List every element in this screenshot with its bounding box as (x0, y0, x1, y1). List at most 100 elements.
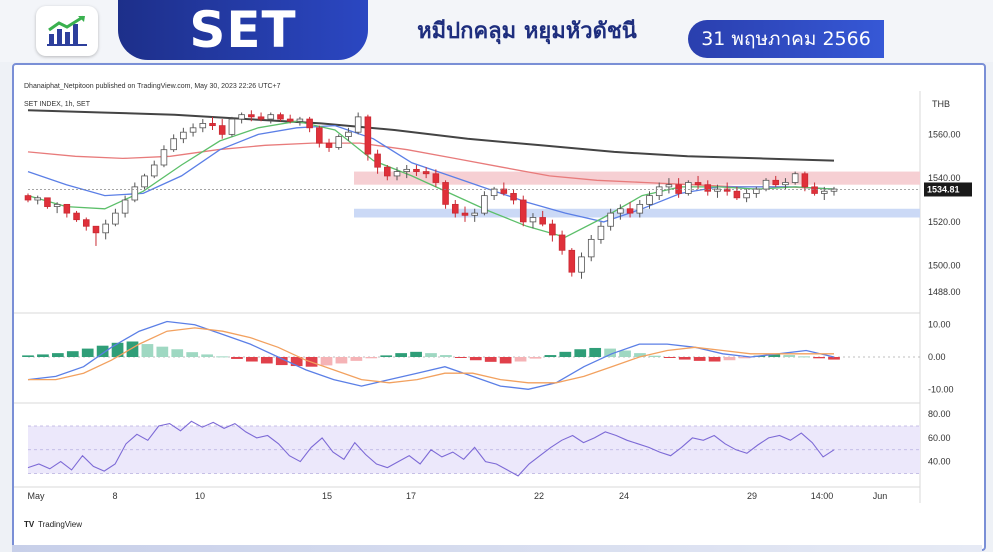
candle[interactable] (413, 165, 420, 176)
candle[interactable] (782, 178, 789, 190)
candle[interactable] (607, 208, 614, 231)
candle[interactable] (821, 186, 828, 200)
candle[interactable] (189, 123, 197, 137)
candle[interactable] (218, 119, 226, 139)
chart-svg[interactable]: Dhanaiphat_Netpitoon published on Tradin… (14, 65, 980, 545)
candle[interactable] (519, 195, 527, 227)
candle[interactable] (44, 197, 51, 209)
candle[interactable] (646, 191, 653, 209)
candle[interactable] (743, 189, 750, 203)
candle[interactable] (753, 186, 760, 198)
candle[interactable] (558, 230, 566, 255)
candle[interactable] (461, 206, 469, 222)
candle-body (714, 188, 721, 192)
candle[interactable] (354, 112, 362, 135)
candle[interactable] (82, 217, 90, 231)
candle[interactable] (209, 116, 216, 130)
candle[interactable] (539, 210, 546, 227)
macd-histogram-bar (51, 353, 64, 357)
candle[interactable] (675, 178, 682, 198)
candle[interactable] (549, 219, 556, 242)
candle[interactable] (335, 134, 343, 150)
candle-body (830, 188, 838, 192)
candle[interactable] (150, 160, 158, 179)
candle[interactable] (92, 225, 100, 246)
candle[interactable] (277, 112, 284, 122)
candle[interactable] (471, 208, 478, 222)
candle[interactable] (63, 203, 71, 218)
candle[interactable] (762, 178, 770, 192)
rsi-line (27, 420, 835, 477)
candle[interactable] (422, 167, 430, 179)
candle[interactable] (121, 195, 129, 218)
candle[interactable] (199, 119, 207, 133)
candle-body (189, 127, 197, 133)
candle[interactable] (529, 213, 537, 229)
candle[interactable] (801, 171, 809, 192)
candle[interactable] (73, 210, 80, 222)
candle[interactable] (180, 127, 187, 144)
candle[interactable] (636, 200, 644, 218)
candle[interactable] (112, 208, 119, 227)
candle[interactable] (267, 112, 275, 124)
macd-histogram-bar (678, 357, 691, 360)
candle[interactable] (587, 235, 595, 262)
candle[interactable] (733, 186, 741, 200)
candle[interactable] (665, 178, 673, 194)
candle[interactable] (403, 165, 411, 179)
candle[interactable] (791, 171, 799, 185)
candle[interactable] (714, 184, 721, 198)
candle[interactable] (568, 248, 576, 277)
candle[interactable] (451, 200, 459, 218)
x-tick-label: 15 (322, 491, 332, 501)
candle[interactable] (257, 112, 265, 122)
candle[interactable] (345, 127, 352, 141)
candle[interactable] (811, 182, 818, 196)
candle[interactable] (685, 180, 692, 196)
candle[interactable] (238, 112, 245, 124)
candle[interactable] (384, 165, 391, 181)
candle[interactable] (597, 221, 605, 244)
candle[interactable] (141, 173, 148, 190)
candle[interactable] (248, 110, 255, 122)
macd-histogram-bar (186, 352, 199, 357)
macd-histogram-bar (798, 356, 811, 358)
candle[interactable] (723, 182, 731, 196)
candle-body (607, 212, 614, 227)
candle[interactable] (626, 202, 634, 218)
tradingview-brand[interactable]: TV TradingView (24, 520, 82, 529)
candle[interactable] (617, 204, 624, 220)
candle[interactable] (510, 189, 517, 205)
candle[interactable] (160, 145, 168, 168)
candle[interactable] (374, 149, 381, 174)
candle[interactable] (53, 202, 61, 214)
candle[interactable] (34, 195, 41, 205)
candle[interactable] (704, 180, 712, 196)
x-tick-label: May (27, 491, 45, 501)
candle[interactable] (131, 182, 139, 203)
candle[interactable] (481, 191, 488, 216)
page-subtitle: หมีปกคลุม หยุมหัวดัชนี (417, 18, 637, 44)
candle-body (354, 116, 362, 133)
candle[interactable] (316, 125, 323, 148)
candle[interactable] (490, 186, 498, 200)
candle[interactable] (830, 186, 838, 196)
candle[interactable] (228, 116, 236, 137)
candle[interactable] (432, 169, 440, 187)
candle[interactable] (296, 116, 304, 126)
candle[interactable] (694, 175, 702, 190)
candle[interactable] (655, 182, 663, 201)
macd-histogram-bar (693, 357, 706, 361)
candle[interactable] (325, 138, 333, 152)
candle[interactable] (578, 252, 585, 279)
candle[interactable] (170, 134, 177, 152)
candle[interactable] (364, 114, 372, 161)
candle[interactable] (772, 175, 780, 187)
candle[interactable] (102, 219, 109, 240)
candle[interactable] (24, 193, 32, 203)
candle[interactable] (500, 182, 508, 196)
candle[interactable] (393, 167, 401, 181)
candle[interactable] (306, 116, 313, 133)
candle[interactable] (442, 180, 449, 209)
candle[interactable] (286, 114, 294, 124)
